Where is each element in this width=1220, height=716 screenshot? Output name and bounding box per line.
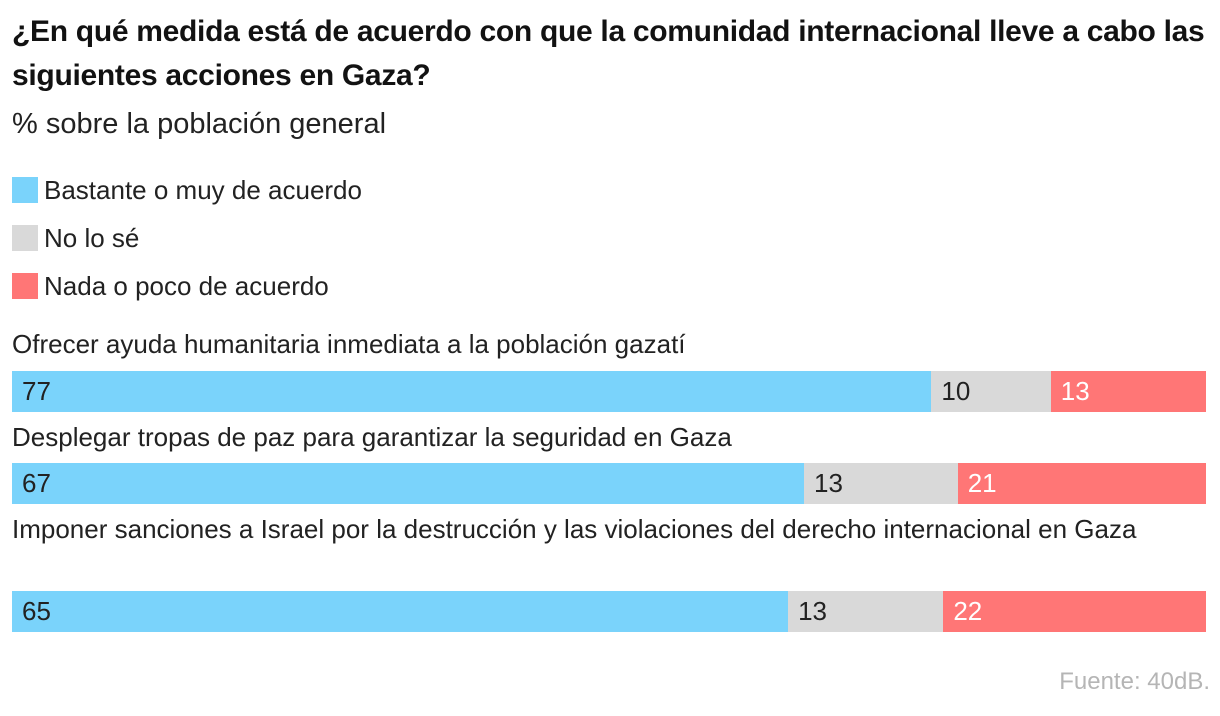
legend-swatch-disagree — [12, 273, 38, 299]
chart-title: ¿En qué medida está de acuerdo con que l… — [12, 15, 1205, 92]
legend-swatch-agree — [12, 177, 38, 203]
bar-segment-disagree-1: 21 — [957, 463, 1206, 504]
category-label-peacekeeping-troops: Desplegar tropas de paz para garantizar … — [12, 422, 732, 452]
source-note: Fuente: 40dB. — [1059, 668, 1210, 695]
legend-label-unsure: No lo sé — [44, 222, 140, 253]
bar-segment-agree-0: 77 — [12, 371, 932, 412]
chart-subtitle: % sobre la población general — [12, 108, 387, 140]
legend-swatch-unsure — [12, 225, 38, 251]
legend-label-agree: Bastante o muy de acuerdo — [44, 174, 362, 205]
category-label-sanctions-israel: Imponer sanciones a Israel por la destru… — [12, 514, 1137, 544]
legend-item-disagree: Nada o poco de acuerdo — [12, 262, 362, 310]
bar-segment-unsure-2: 13 — [788, 591, 944, 632]
bar-segment-unsure-1: 13 — [804, 463, 958, 504]
bar-segment-agree-1: 67 — [12, 463, 805, 504]
category-label-humanitarian-aid: Ofrecer ayuda humanitaria inmediata a la… — [12, 329, 686, 359]
stacked-bar-peacekeeping-troops: 67 13 21 — [12, 463, 1206, 504]
legend-item-agree: Bastante o muy de acuerdo — [12, 166, 362, 214]
bar-segment-disagree-0: 13 — [1050, 371, 1206, 412]
stacked-bar-sanctions-israel: 65 13 22 — [12, 591, 1206, 632]
stacked-bar-humanitarian-aid: 77 10 13 — [12, 371, 1206, 412]
legend-item-unsure: No lo sé — [12, 214, 362, 262]
bar-segment-unsure-0: 10 — [931, 371, 1051, 412]
legend-label-disagree: Nada o poco de acuerdo — [44, 270, 329, 301]
bar-segment-disagree-2: 22 — [943, 591, 1206, 632]
bar-segment-agree-2: 65 — [12, 591, 789, 632]
legend: Bastante o muy de acuerdo No lo sé Nada … — [12, 166, 362, 310]
